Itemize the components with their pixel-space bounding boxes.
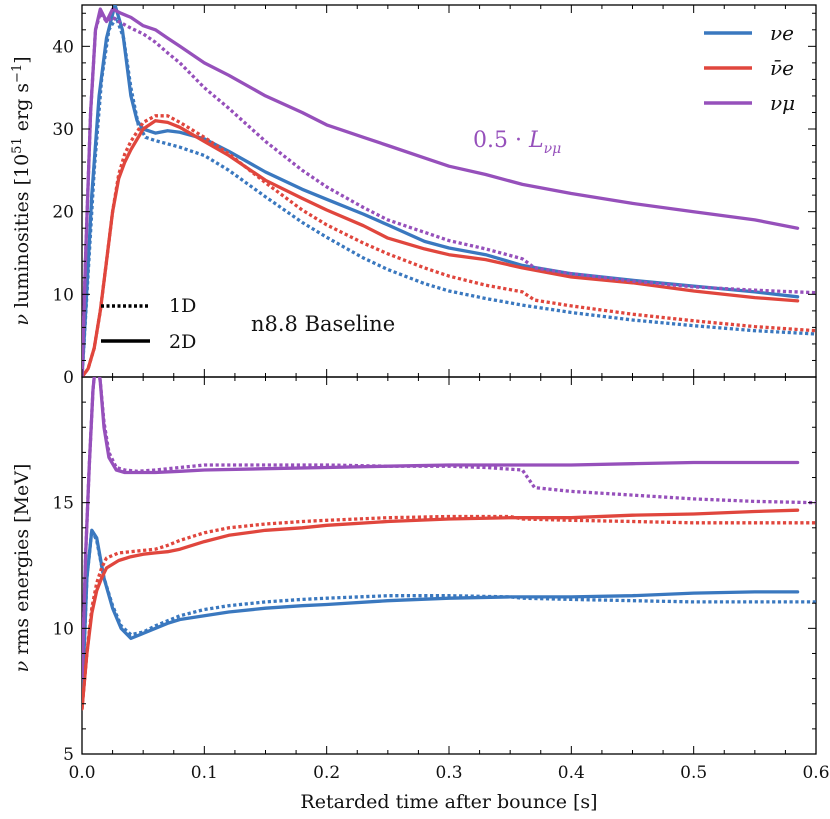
x-axis-label: Retarded time after bounce [s] [300,791,597,813]
bottom-series-4-2D [82,377,800,681]
x-tick-label: 0.5 [680,763,707,783]
bottom-series-3-1D [82,514,816,709]
scale-annotation-subscript: νμ [544,141,562,157]
scale-annotation-symbol: L [528,128,544,153]
bottom-y-axis-label: ν rms energies [MeV] [11,464,33,673]
x-tick-label: 0.2 [313,763,340,783]
style-legend-2d-label: 2D [169,331,196,353]
style-legend-1d-label: 1D [169,295,196,317]
top-y-tick-label: 10 [52,285,74,305]
top-series-4-2D [82,7,800,377]
top-y-tick-label: 30 [52,120,74,140]
top-y-axis-label: ν luminosities [1051 erg s−1] [10,56,34,325]
top-y-tick-label: 40 [52,37,74,57]
bottom-panel-frame [81,376,817,755]
bottom-y-tick-label: 5 [63,745,74,765]
legend-nuebar-label: ν̄e [770,56,794,80]
bottom-series-0-2D [82,528,800,706]
model-annotation: n8.8 Baseline [251,312,395,336]
top-panel-frame [81,4,817,378]
x-tick-label: 0.1 [191,763,218,783]
top-series-0-2D [82,5,800,377]
bottom-y-tick-label: 15 [52,494,74,514]
bottom-series-2-2D [82,508,800,711]
scale-annotation-prefix: 0.5 · [473,128,529,153]
x-tick-label: 0.4 [558,763,585,783]
species-legend: νe ν̄e νμ [704,21,795,115]
legend-nue-label: νe [770,21,794,45]
top-panel-series [82,5,816,377]
x-tick-label: 0.3 [435,763,462,783]
axis-ticks: 0 10 20 30 40 5 10 15 0.0 0.1 0.2 0.3 0.4 0.5 0.6 [52,5,830,783]
top-series-5-1D [82,11,816,377]
x-tick-label: 0.6 [802,763,829,783]
top-y-tick-label: 0 [63,368,74,388]
bottom-panel-series [82,377,816,711]
x-tick-label: 0.0 [68,763,95,783]
bottom-y-tick-label: 10 [52,619,74,639]
top-y-tick-label: 20 [52,203,74,223]
bottom-series-1-1D [82,528,816,704]
top-series-1-1D [82,15,816,377]
legend-numu-label: νμ [770,91,795,115]
scale-annotation: 0.5 · Lνμ [473,128,561,157]
style-legend: 1D 2D [101,295,196,353]
